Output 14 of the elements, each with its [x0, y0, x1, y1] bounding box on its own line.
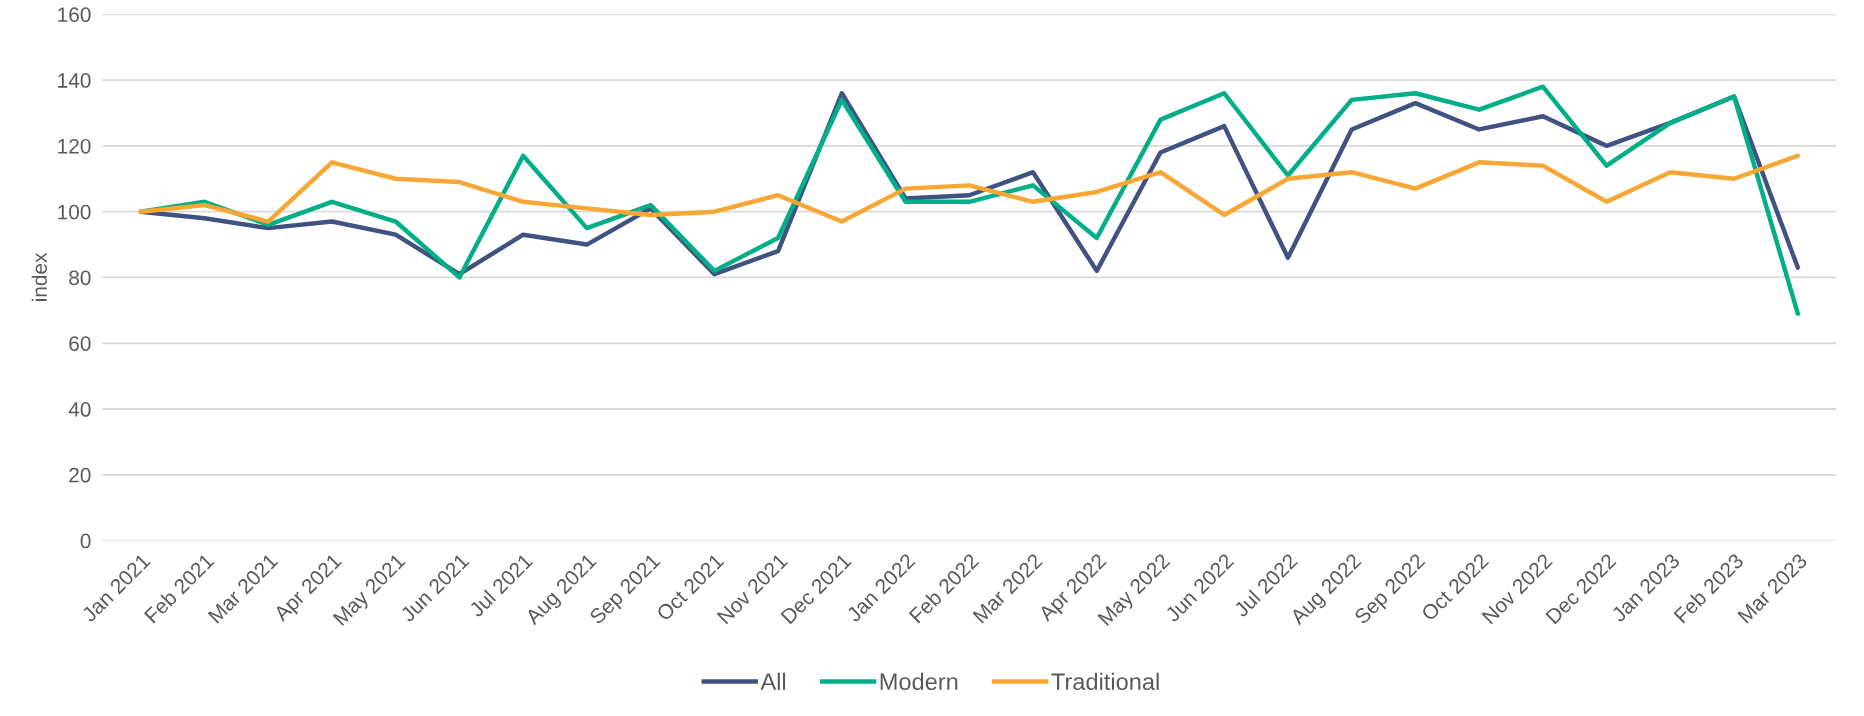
legend-label: All — [760, 672, 786, 690]
y-tick-label: 100 — [58, 204, 91, 220]
y-tick-label: 80 — [69, 270, 91, 286]
y-tick-label: 0 — [80, 533, 91, 549]
legend-label: Traditional — [1051, 672, 1159, 691]
y-axis-title: index — [31, 252, 47, 301]
y-tick-label: 120 — [58, 138, 91, 154]
y-tick-label: 140 — [58, 73, 91, 88]
legend-label: Modern — [880, 672, 958, 691]
y-tick-label: 20 — [69, 467, 91, 483]
line-series — [138, 153, 1801, 224]
y-tick-label: 40 — [68, 402, 91, 417]
y-tick-label: 160 — [58, 7, 91, 23]
y-tick-label: 60 — [69, 336, 91, 351]
